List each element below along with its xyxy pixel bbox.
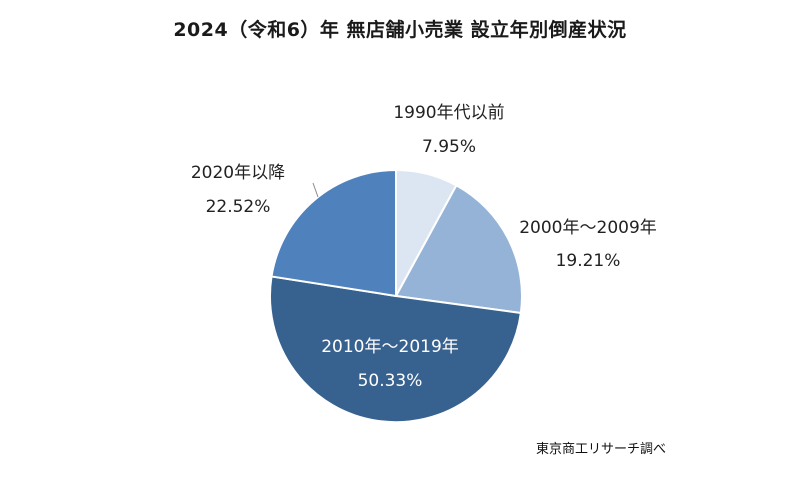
slice-value-label: 22.52% <box>206 197 271 217</box>
slice-category-label: 2020年以降 <box>191 163 285 183</box>
slice-category-label: 2010年～2019年 <box>321 337 459 357</box>
slice-category-label: 1990年代以前 <box>393 103 504 123</box>
chart-title: 2024（令和6）年 無店舗小売業 設立年別倒産状況 <box>173 19 627 41</box>
leader-line <box>312 182 319 198</box>
source-note: 東京商工リサーチ調べ <box>536 442 667 457</box>
slice-category-label: 2000年～2009年 <box>519 218 657 238</box>
pie-slice <box>394 184 523 315</box>
slice-value-label: 50.33% <box>358 371 423 391</box>
pie-slice <box>268 275 522 424</box>
slice-value-label: 7.95% <box>422 137 476 157</box>
pie-slice <box>270 168 397 298</box>
slice-value-label: 19.21% <box>556 251 621 271</box>
